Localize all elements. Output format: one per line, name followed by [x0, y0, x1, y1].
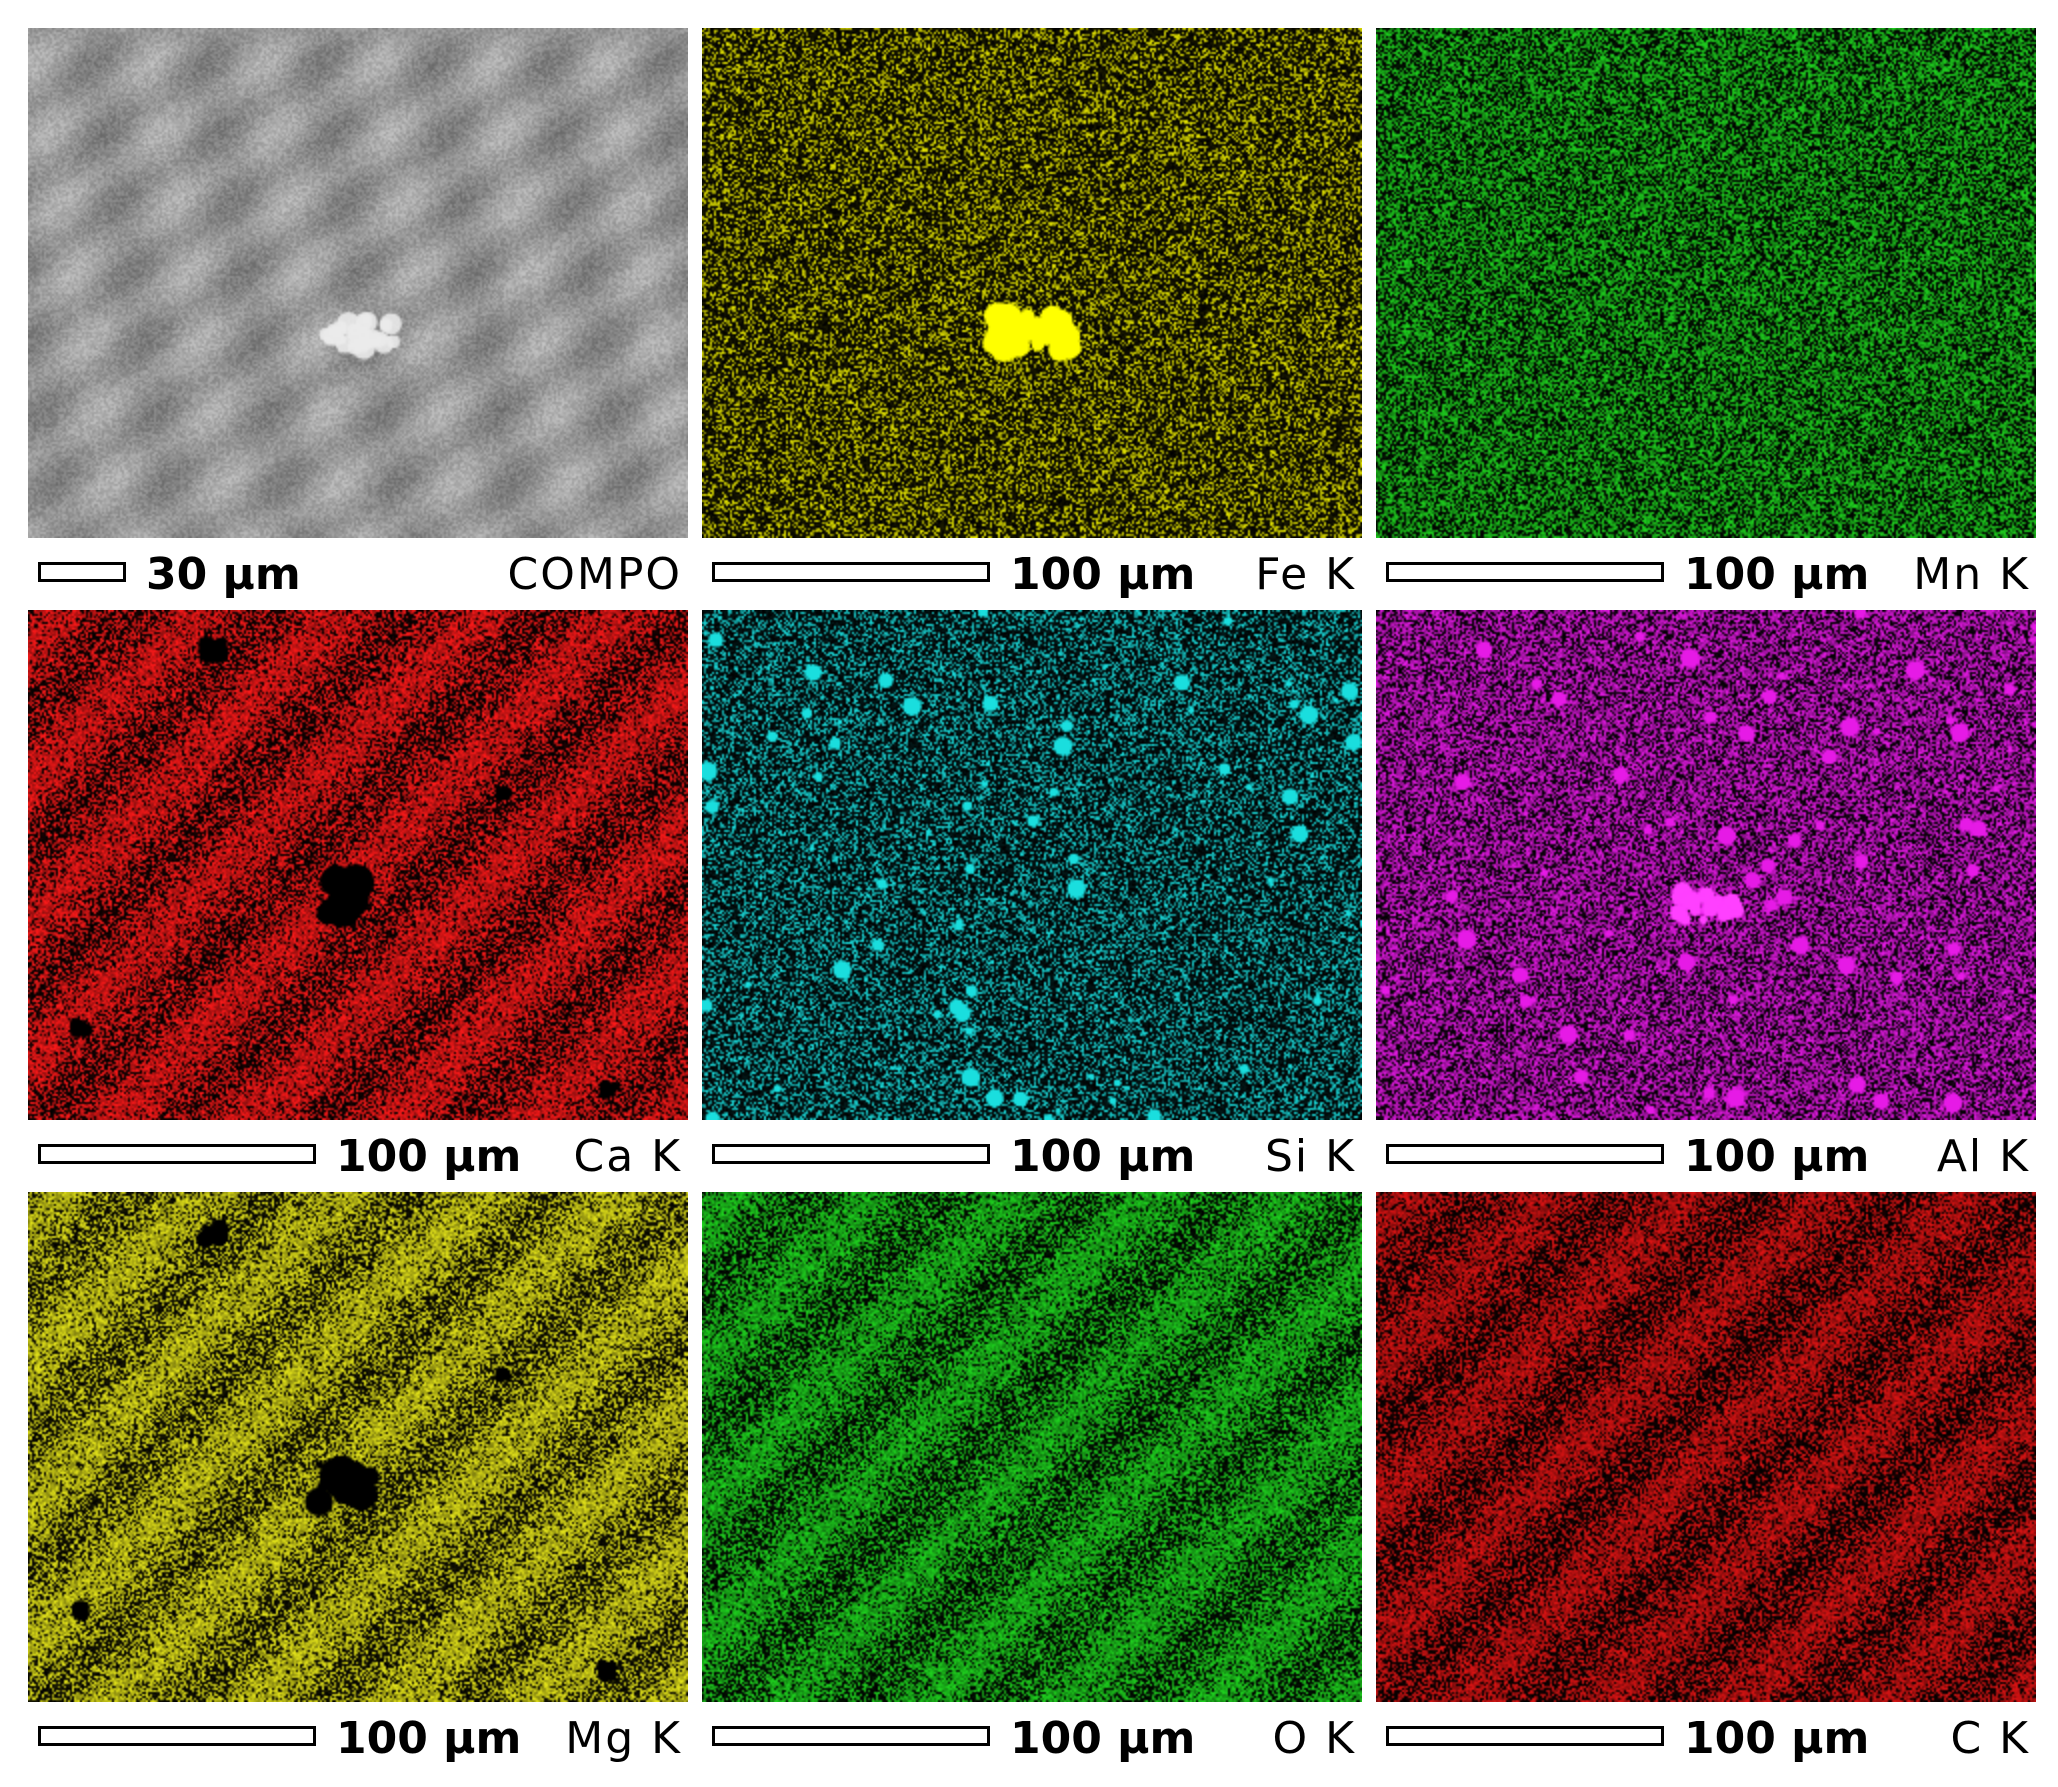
panel-label: O K [1272, 1713, 1356, 1764]
scale-label: 100 µm [336, 1131, 522, 1182]
panel-al-k: 100 µm Al K [1376, 610, 2036, 1190]
scale-bar [1386, 1726, 1664, 1746]
scale-bar [38, 1726, 316, 1746]
panel-caption: 100 µm Ca K [28, 1128, 688, 1186]
panel-caption: 100 µm Mn K [1376, 546, 2036, 604]
panel-ca-k: 100 µm Ca K [28, 610, 688, 1190]
panel-caption: 100 µm O K [702, 1710, 1362, 1768]
panel-label: Al K [1936, 1131, 2030, 1182]
panel-caption: 100 µm C K [1376, 1710, 2036, 1768]
element-map-al [1376, 610, 2036, 1120]
scale-label: 100 µm [336, 1713, 522, 1764]
panel-mn-k: 100 µm Mn K [1376, 28, 2036, 608]
panel-label: COMPO [507, 549, 682, 600]
scale-bar [712, 1144, 990, 1164]
scale-label: 100 µm [1684, 1713, 1870, 1764]
panel-label: Ca K [573, 1131, 682, 1182]
scale-bar [38, 1144, 316, 1164]
scale-bar [38, 562, 126, 582]
panel-label: Si K [1265, 1131, 1356, 1182]
panel-caption: 100 µm Al K [1376, 1128, 2036, 1186]
panel-compo: 30 µm COMPO [28, 28, 688, 608]
scale-label: 100 µm [1010, 1713, 1196, 1764]
scale-label: 100 µm [1010, 549, 1196, 600]
scale-label: 30 µm [146, 549, 301, 600]
element-map-fe [702, 28, 1362, 538]
panel-label: Mg K [565, 1713, 682, 1764]
panel-label: C K [1950, 1713, 2030, 1764]
panel-label: Mn K [1913, 549, 2030, 600]
panel-caption: 100 µm Si K [702, 1128, 1362, 1186]
panel-caption: 100 µm Fe K [702, 546, 1362, 604]
scale-label: 100 µm [1684, 549, 1870, 600]
panel-si-k: 100 µm Si K [702, 610, 1362, 1190]
scale-bar [1386, 562, 1664, 582]
panel-c-k: 100 µm C K [1376, 1192, 2036, 1772]
element-map-c [1376, 1192, 2036, 1702]
scale-label: 100 µm [1684, 1131, 1870, 1182]
element-map-ca [28, 610, 688, 1120]
element-map-si [702, 610, 1362, 1120]
element-map-o [702, 1192, 1362, 1702]
scale-bar [712, 1726, 990, 1746]
panel-fe-k: 100 µm Fe K [702, 28, 1362, 608]
scale-bar [1386, 1144, 1664, 1164]
panel-mg-k: 100 µm Mg K [28, 1192, 688, 1772]
panel-caption: 30 µm COMPO [28, 546, 688, 604]
scale-label: 100 µm [1010, 1131, 1196, 1182]
element-map-mn [1376, 28, 2036, 538]
scale-bar [712, 562, 990, 582]
sem-compo-image [28, 28, 688, 538]
panel-o-k: 100 µm O K [702, 1192, 1362, 1772]
panel-label: Fe K [1255, 549, 1356, 600]
element-map-mg [28, 1192, 688, 1702]
panel-caption: 100 µm Mg K [28, 1710, 688, 1768]
